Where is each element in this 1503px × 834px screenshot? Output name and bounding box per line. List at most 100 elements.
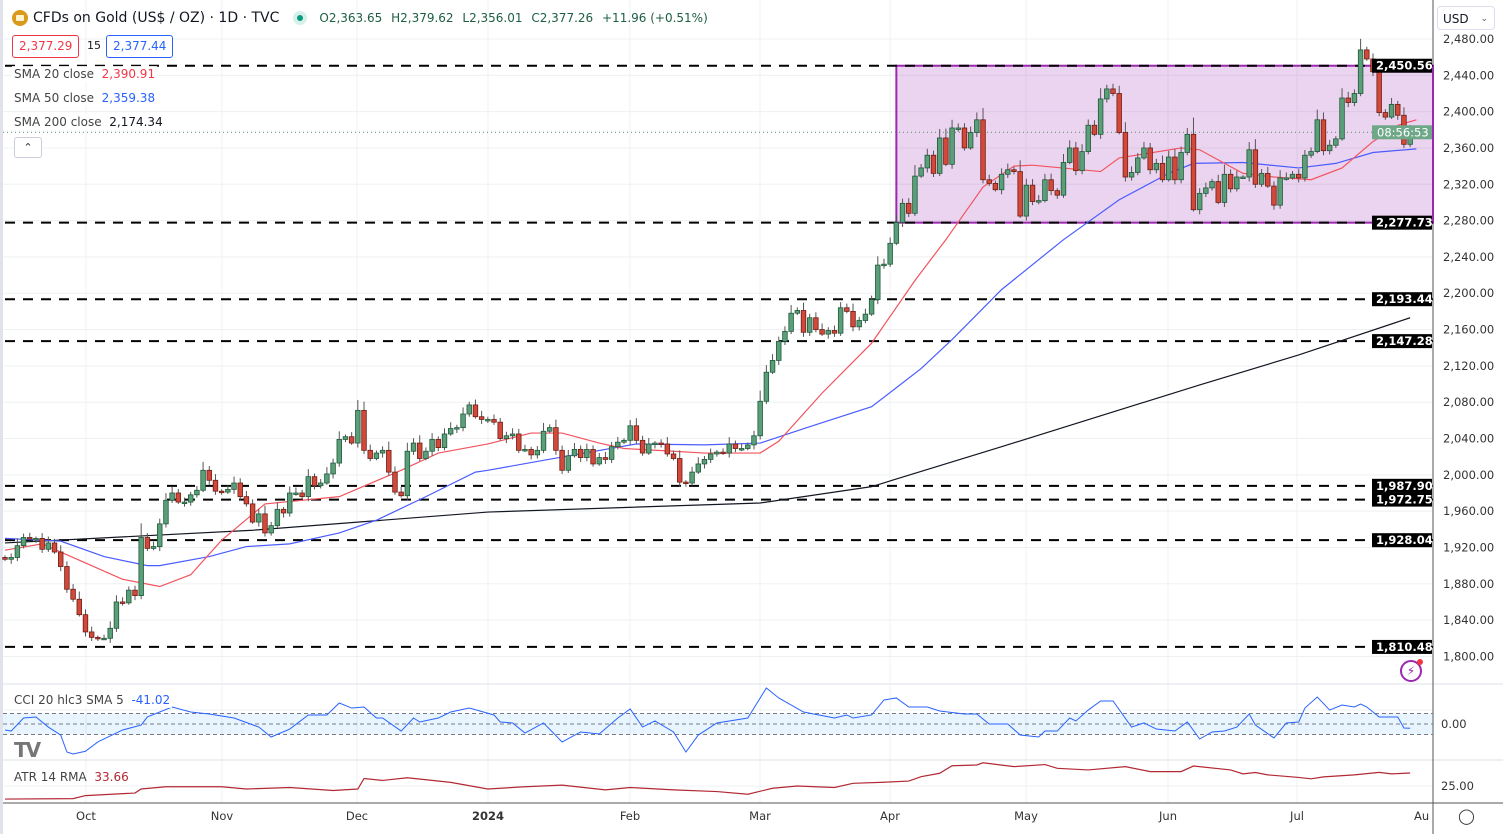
candle-up[interactable]: [181, 501, 188, 504]
candle-up[interactable]: [256, 513, 262, 523]
candle-up[interactable]: [1203, 187, 1209, 194]
candle-up[interactable]: [107, 627, 113, 639]
candle-up[interactable]: [615, 441, 621, 448]
candle-up[interactable]: [509, 433, 516, 437]
candle-up[interactable]: [1104, 88, 1110, 100]
candle-up[interactable]: [547, 427, 553, 432]
buy-button[interactable]: 2,377.44: [106, 35, 174, 58]
candle-up[interactable]: [955, 127, 961, 130]
candle-up[interactable]: [187, 494, 194, 503]
candle-up[interactable]: [998, 173, 1005, 191]
candle-down[interactable]: [1011, 169, 1017, 172]
candle-down[interactable]: [961, 127, 968, 149]
candle-up[interactable]: [868, 299, 875, 315]
candle-down[interactable]: [88, 631, 95, 638]
candle-up[interactable]: [757, 400, 763, 437]
sma50-legend[interactable]: SMA 50 close 2,359.38: [12, 90, 158, 106]
candle-down[interactable]: [930, 154, 937, 174]
candle-down[interactable]: [602, 457, 609, 460]
candle-up[interactable]: [1079, 151, 1085, 172]
candle-up[interactable]: [707, 453, 714, 460]
candle-up[interactable]: [1357, 49, 1364, 94]
candle-down[interactable]: [76, 598, 82, 616]
candle-up[interactable]: [485, 419, 491, 422]
candle-down[interactable]: [528, 449, 534, 456]
candle-down[interactable]: [1364, 49, 1370, 60]
candle-up[interactable]: [194, 489, 200, 496]
candle-up[interactable]: [460, 413, 466, 429]
candle-down[interactable]: [664, 443, 671, 455]
cci-legend[interactable]: CCI 20 hlc3 SMA 5 -41.02: [12, 692, 173, 708]
candle-up[interactable]: [924, 154, 931, 169]
candle-up[interactable]: [918, 167, 924, 177]
candle-down[interactable]: [1382, 112, 1389, 118]
candle-down[interactable]: [237, 482, 243, 498]
candle-down[interactable]: [1215, 181, 1221, 203]
candle-down[interactable]: [516, 433, 522, 451]
candle-up[interactable]: [1178, 152, 1184, 181]
candle-down[interactable]: [144, 537, 151, 549]
candle-up[interactable]: [373, 452, 380, 459]
candle-up[interactable]: [745, 444, 751, 449]
candle-down[interactable]: [1172, 156, 1178, 181]
candle-up[interactable]: [466, 404, 472, 415]
candle-up[interactable]: [1060, 162, 1067, 196]
candle-up[interactable]: [1314, 119, 1320, 152]
settings-gear-icon[interactable]: ◯: [1458, 807, 1475, 825]
candle-up[interactable]: [1184, 133, 1190, 153]
candle-up[interactable]: [200, 469, 206, 491]
candle-up[interactable]: [837, 307, 844, 334]
candle-up[interactable]: [608, 446, 615, 460]
candle-down[interactable]: [398, 491, 404, 497]
candle-up[interactable]: [936, 137, 943, 174]
candle-up[interactable]: [225, 488, 231, 493]
candle-down[interactable]: [1296, 173, 1302, 179]
candle-up[interactable]: [157, 523, 163, 547]
candle-up[interactable]: [584, 449, 590, 458]
candle-down[interactable]: [1376, 71, 1382, 113]
candle-down[interactable]: [70, 588, 76, 600]
candle-down[interactable]: [980, 119, 986, 181]
candle-down[interactable]: [435, 439, 441, 449]
candle-up[interactable]: [268, 525, 274, 534]
candle-down[interactable]: [95, 636, 101, 640]
candle-down[interactable]: [51, 542, 58, 553]
candle-up[interactable]: [1036, 200, 1042, 203]
collapse-legend-button[interactable]: ⌃: [14, 137, 42, 158]
candle-down[interactable]: [119, 601, 126, 604]
candle-up[interactable]: [769, 360, 776, 373]
candle-down[interactable]: [1110, 88, 1116, 94]
candle-down[interactable]: [639, 439, 646, 454]
candle-down[interactable]: [800, 310, 807, 333]
candle-up[interactable]: [1005, 169, 1011, 175]
candle-up[interactable]: [875, 264, 881, 300]
candle-down[interactable]: [1265, 172, 1271, 187]
candle-up[interactable]: [1097, 98, 1104, 135]
candle-up[interactable]: [856, 320, 862, 328]
candle-down[interactable]: [906, 202, 912, 214]
candle-up[interactable]: [355, 409, 361, 444]
candle-up[interactable]: [1221, 173, 1228, 203]
candle-down[interactable]: [732, 443, 739, 449]
candle-down[interactable]: [132, 589, 138, 597]
symbol-title[interactable]: CFDs on Gold (US$ / OZ) · 1D · TVC: [33, 10, 280, 26]
candle-up[interactable]: [33, 538, 39, 541]
candle-up[interactable]: [404, 450, 411, 497]
candle-up[interactable]: [454, 427, 460, 430]
candle-up[interactable]: [1351, 93, 1358, 103]
candle-down[interactable]: [64, 566, 70, 590]
lightning-alert-icon[interactable]: ⚡: [1400, 659, 1423, 682]
candle-up[interactable]: [342, 436, 349, 440]
candle-up[interactable]: [1388, 103, 1395, 118]
candle-down[interactable]: [1073, 147, 1079, 172]
candle-up[interactable]: [1283, 177, 1290, 180]
candle-down[interactable]: [844, 307, 850, 312]
candle-up[interactable]: [423, 450, 429, 459]
candle-up[interactable]: [571, 449, 578, 457]
candle-up[interactable]: [1246, 149, 1252, 178]
candle-down[interactable]: [850, 310, 856, 328]
candle-up[interactable]: [782, 330, 788, 342]
candle-up[interactable]: [305, 476, 312, 498]
candle-down[interactable]: [559, 449, 565, 471]
candle-down[interactable]: [1345, 97, 1351, 103]
